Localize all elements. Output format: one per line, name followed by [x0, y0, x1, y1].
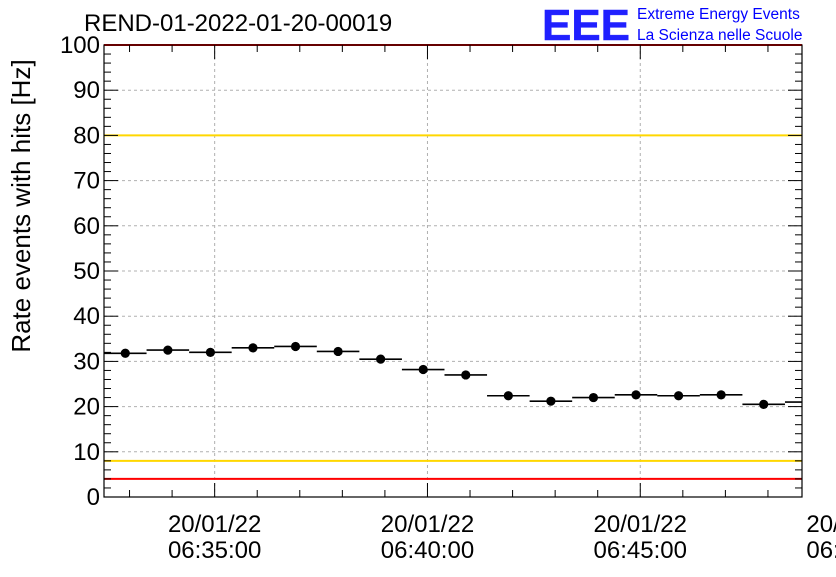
y-tick-label: 90: [73, 77, 100, 104]
x-tick-time: 06:50:00: [806, 537, 836, 564]
data-point: [418, 364, 428, 375]
data-point: [333, 346, 343, 357]
y-tick-label: 60: [73, 213, 100, 240]
data-point: [673, 391, 684, 401]
x-tick-time: 06:40:00: [381, 537, 474, 564]
data-point: [120, 348, 130, 358]
axis-ticks: [104, 44, 802, 498]
data-point: [631, 390, 641, 400]
data-point: [588, 392, 599, 403]
logo-line-1: Extreme Energy Events: [637, 6, 800, 23]
tick-labels: 010203040506070809010020/01/2206:35:0020…: [60, 32, 836, 564]
y-tick-label: 70: [73, 168, 100, 195]
y-tick-label: 100: [60, 32, 100, 59]
x-tick-date: 20/01/22: [381, 511, 474, 538]
chart-title: REND-01-2022-01-20-00019: [84, 10, 392, 37]
y-tick-label: 10: [73, 439, 100, 466]
grid: [104, 45, 802, 497]
data-point: [248, 343, 258, 353]
data-point: [503, 391, 513, 401]
y-axis-label: Rate events with hits [Hz]: [6, 59, 36, 352]
x-tick-time: 06:45:00: [594, 537, 687, 564]
reference-lines: [104, 44, 802, 480]
y-tick-label: 50: [73, 258, 100, 285]
eee-logo: EEE Extreme Energy Events La Scienza nel…: [542, 1, 803, 51]
y-tick-label: 0: [87, 484, 100, 511]
logo-line-2: La Scienza nelle Scuole: [637, 27, 802, 44]
x-tick-date: 20/01/22: [168, 511, 261, 538]
data-point: [759, 399, 769, 409]
data-series: [104, 341, 802, 409]
data-point: [461, 370, 471, 380]
data-point: [290, 341, 301, 352]
data-point: [376, 354, 386, 364]
y-tick-label: 80: [73, 122, 100, 149]
data-point: [163, 345, 173, 355]
x-tick-date: 20/01/22: [806, 511, 836, 538]
x-tick-date: 20/01/22: [594, 511, 687, 538]
y-tick-label: 40: [73, 303, 100, 330]
data-point: [546, 396, 556, 406]
data-point: [205, 347, 216, 357]
logo-mark: EEE: [542, 1, 630, 50]
data-point: [716, 390, 726, 400]
y-tick-label: 20: [73, 394, 100, 421]
x-tick-time: 06:35:00: [168, 537, 261, 564]
data-point: [801, 400, 802, 404]
y-tick-label: 30: [73, 348, 100, 375]
